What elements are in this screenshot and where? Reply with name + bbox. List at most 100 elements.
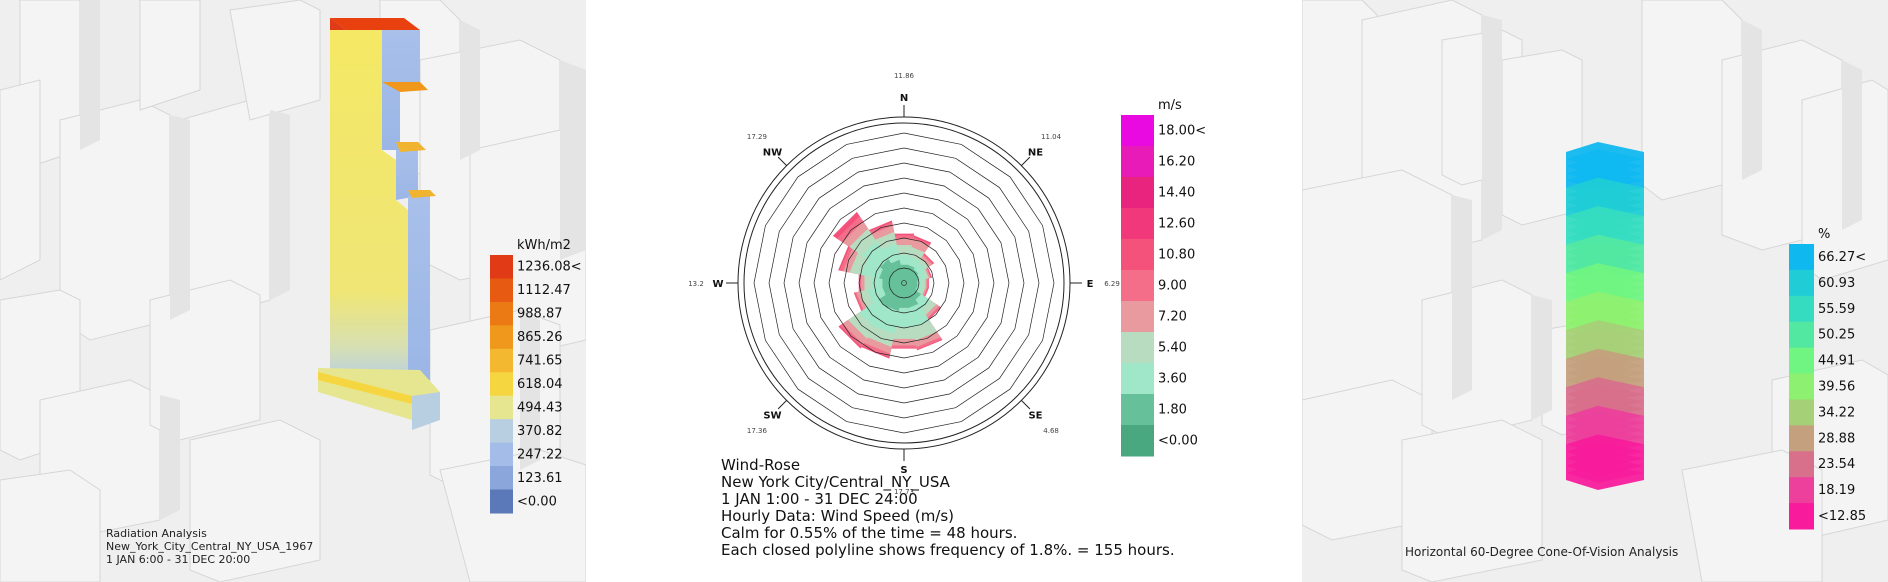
legend-swatch — [1789, 269, 1814, 297]
windrose-panel: N 11.86 NE 11.04 E 6.29 SE 4.68 S 17.73 SW 17.36 W 13… — [586, 0, 1302, 582]
windrose-direction-label: SW — [763, 411, 781, 422]
windrose-direction-label: NW — [763, 147, 782, 158]
legend-label: 44.91 — [1818, 354, 1855, 369]
legend-label: 370.82 — [517, 424, 563, 439]
context-shadows — [80, 0, 586, 520]
windrose-sector-bin — [890, 259, 905, 284]
legend-swatch — [490, 325, 513, 350]
legend-label: 60.93 — [1818, 276, 1855, 291]
windrose-frequency-polyline — [753, 132, 1055, 434]
windrose-direction-label: SE — [1028, 411, 1042, 422]
cone-of-vision-tower — [1566, 142, 1644, 490]
legend-swatch — [1789, 373, 1814, 400]
radiation-legend: kWh/m2 1236.08< 1112.47 988.87 865.26 741.65 6… — [490, 238, 582, 514]
legend-label: 1236.08< — [517, 260, 582, 275]
windrose-caption-line: Wind-Rose — [721, 456, 801, 474]
radiation-caption-line: Radiation Analysis — [106, 527, 207, 540]
legend-label: 55.59 — [1818, 302, 1855, 317]
legend-label: 16.20 — [1158, 155, 1195, 170]
legend-swatch — [490, 255, 513, 279]
legend-swatch — [1121, 394, 1154, 426]
windrose-direction-label: N — [900, 93, 908, 104]
legend-label: 741.65 — [517, 354, 563, 369]
legend-swatch — [1121, 146, 1154, 178]
radiation-legend-title: kWh/m2 — [517, 238, 571, 253]
legend-swatch — [490, 278, 513, 303]
windrose-frequency-polyline — [843, 222, 965, 344]
windrose-direction-total: 6.29 — [1104, 280, 1120, 288]
legend-swatch — [1789, 451, 1814, 478]
windrose-direction-label: NE — [1028, 147, 1043, 158]
windrose-frequency-polyline — [783, 162, 1025, 404]
cone-of-vision-legend: % 66.27< 60.93 55.59 50.25 44.91 39.56 34.22 28.… — [1789, 227, 1866, 530]
windrose-direction-total: 4.68 — [1043, 427, 1059, 435]
legend-swatch — [490, 395, 513, 420]
legend-label: 39.56 — [1818, 380, 1855, 395]
legend-label: 7.20 — [1158, 310, 1187, 325]
windrose-frequency-polyline — [798, 177, 1010, 389]
windrose-legend: m/s 18.00< 16.20 14.40 12.60 10.80 9.00 7.20 5.4… — [1121, 98, 1206, 457]
legend-label: 28.88 — [1818, 431, 1855, 446]
legend-swatch — [1121, 208, 1154, 240]
context-shadows — [1452, 15, 1862, 420]
cone-of-vision-scene: % 66.27< 60.93 55.59 50.25 44.91 39.56 34.22 28.… — [1302, 0, 1888, 582]
legend-swatch — [1789, 347, 1814, 375]
windrose-direction-labels: N 11.86 NE 11.04 E 6.29 SE4.68 S 17.73 SW 17.36 W 13… — [688, 72, 1120, 496]
legend-swatch — [1789, 425, 1814, 452]
legend-swatch — [1121, 270, 1154, 302]
legend-label: 3.60 — [1158, 372, 1187, 387]
legend-label: 66.27< — [1818, 250, 1866, 265]
windrose-direction-total: 17.73 — [894, 488, 914, 496]
legend-label: <0.00 — [517, 494, 557, 509]
legend-swatch — [490, 348, 513, 373]
legend-label: 123.61 — [517, 471, 563, 486]
legend-label: 18.19 — [1818, 483, 1855, 498]
windrose-chart: N 11.86 NE 11.04 E 6.29 SE4.68 S 17.73 SW 17.36 W 13… — [688, 72, 1206, 496]
legend-swatch — [490, 372, 513, 397]
legend-swatch — [490, 301, 513, 326]
radiation-caption: Radiation Analysis New_York_City_Central… — [106, 527, 313, 566]
windrose-frequency-polyline — [873, 252, 935, 314]
legend-label: 12.60 — [1158, 217, 1195, 232]
windrose-direction-tick — [777, 400, 787, 410]
windrose-direction-total: 17.36 — [747, 427, 768, 435]
legend-label: 618.04 — [517, 377, 563, 392]
windrose-direction-label: W — [712, 279, 723, 290]
windrose-calm-center — [901, 280, 907, 286]
legend-swatch — [1789, 477, 1814, 504]
legend-label: 10.80 — [1158, 248, 1195, 263]
legend-label: 494.43 — [517, 400, 563, 415]
cone-of-vision-panel: % 66.27< 60.93 55.59 50.25 44.91 39.56 34.22 28.… — [1302, 0, 1888, 582]
windrose-sectors — [832, 211, 943, 359]
legend-swatch — [1121, 301, 1154, 333]
legend-label: 23.54 — [1818, 457, 1855, 472]
legend-swatch — [490, 466, 513, 491]
windrose-outer-circle — [743, 122, 1065, 444]
windrose-caption: Wind-Rose New York City/Central_NY_USA 1… — [721, 457, 1175, 559]
legend-swatch — [1789, 321, 1814, 349]
legend-swatch — [490, 442, 513, 467]
windrose-caption-line: Hourly Data: Wind Speed (m/s) — [721, 507, 955, 525]
windrose-direction-total: 17.29 — [747, 133, 767, 141]
windrose-direction-tick — [777, 156, 787, 166]
context-buildings — [0, 0, 586, 582]
windrose-frequency-polyline — [888, 267, 920, 299]
windrose-frequency-polyline — [828, 207, 980, 359]
windrose-caption-line: 1 JAN 1:00 - 31 DEC 24:00 — [721, 490, 918, 508]
legend-label: 247.22 — [517, 447, 563, 462]
windrose-direction-tick — [1021, 400, 1031, 410]
legend-label: 34.22 — [1818, 405, 1855, 420]
legend-swatch — [1121, 115, 1154, 147]
legend-swatch — [1789, 399, 1814, 426]
legend-swatch — [490, 489, 513, 514]
windrose-direction-total: 11.86 — [894, 72, 915, 80]
windrose-direction-tick — [1021, 156, 1031, 166]
legend-swatch — [1121, 425, 1154, 457]
floor-slab — [1566, 462, 1644, 490]
legend-swatch — [1121, 239, 1154, 271]
legend-label: 865.26 — [517, 330, 563, 345]
legend-swatch — [1789, 503, 1814, 530]
legend-swatch — [490, 419, 513, 444]
legend-label: 18.00< — [1158, 124, 1206, 139]
legend-label: <12.85 — [1818, 509, 1866, 524]
